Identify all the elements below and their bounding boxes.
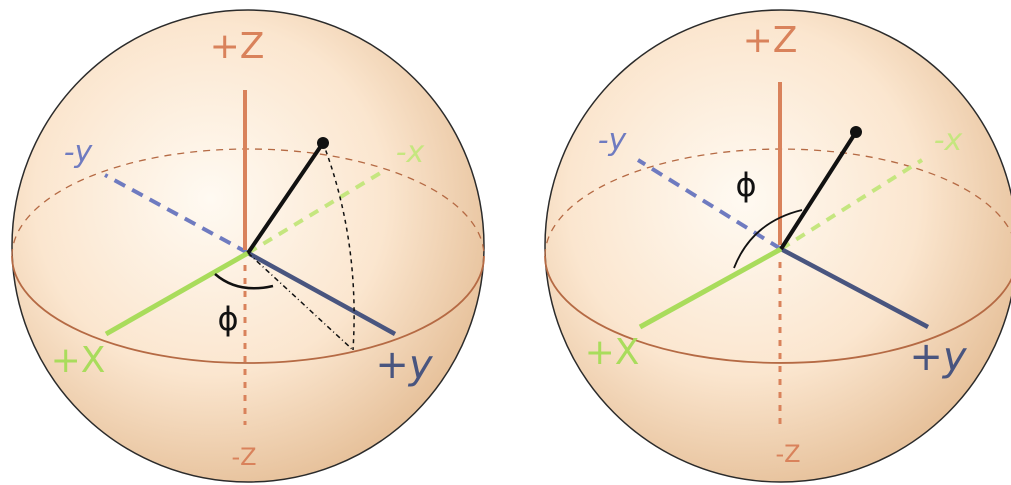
right-plus-x-label: +X <box>585 332 640 373</box>
left-state-vector <box>246 141 325 255</box>
left-phi-label: ϕ <box>217 300 238 338</box>
left-projection-vertical <box>322 142 355 351</box>
left-minus-x-label: -x <box>396 135 425 170</box>
left-plus-y-label: +y <box>375 342 434 388</box>
right-minus-x-label: -x <box>934 123 963 158</box>
left-sphere-body <box>11 9 485 483</box>
left-minus-y-label: -y <box>64 135 94 170</box>
left-sphere: +Z -Z -y -x +X +y ϕ <box>11 9 485 483</box>
right-equator-front <box>544 255 1011 364</box>
left-plus-y-axis <box>246 251 397 336</box>
right-plus-x-axis <box>638 246 783 330</box>
left-minus-y-axis <box>104 173 249 255</box>
left-state-point <box>317 137 329 149</box>
right-plus-z-label: +Z <box>743 20 798 61</box>
left-minus-x-axis <box>246 170 384 255</box>
right-minus-y-label: -y <box>598 123 628 158</box>
right-minus-x-axis <box>779 158 924 251</box>
right-plus-y-axis <box>779 247 930 329</box>
left-minus-z-label: -Z <box>231 443 256 471</box>
right-plus-y-label: +y <box>909 334 968 380</box>
left-equator-front <box>11 255 485 364</box>
left-phi-arc <box>214 273 274 290</box>
right-state-vector <box>779 130 858 251</box>
left-equator-back <box>11 148 485 257</box>
right-phi-arc <box>733 209 803 269</box>
left-plus-z-label: +Z <box>210 26 265 67</box>
left-plus-x-label: +X <box>51 340 106 381</box>
right-phi-label: ϕ <box>735 166 756 204</box>
left-plus-x-axis <box>104 250 250 337</box>
right-minus-z-label: -Z <box>775 440 800 468</box>
right-sphere: +Z -Z -y -x +X +y ϕ <box>544 9 1011 483</box>
right-state-point <box>850 126 862 138</box>
